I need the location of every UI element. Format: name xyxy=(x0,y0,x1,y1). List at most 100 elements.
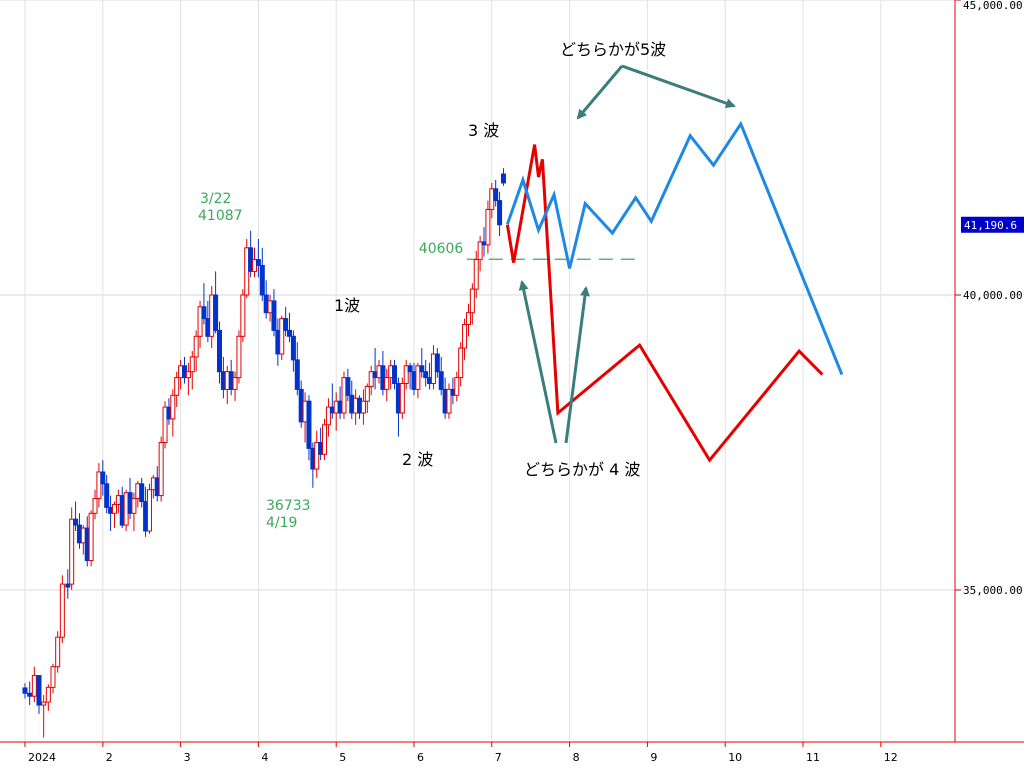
candle-body-8 xyxy=(59,583,65,638)
forecast-line-1 xyxy=(505,120,844,376)
candle-body-113 xyxy=(469,288,475,314)
x-tick-label-2: 3 xyxy=(184,751,191,764)
candle-body-64 xyxy=(279,318,285,355)
candle-body-111 xyxy=(462,324,468,349)
candle-body-68 xyxy=(294,359,300,390)
candle-body-40 xyxy=(185,371,191,379)
candle-body-17 xyxy=(96,471,102,500)
candle-body-9 xyxy=(65,583,71,588)
forecast-line-0 xyxy=(505,144,824,463)
x-tick-label-1: 2 xyxy=(106,751,113,764)
candle-body-121 xyxy=(500,173,506,184)
candle-body-47 xyxy=(213,294,219,331)
current-price-tag xyxy=(961,216,1024,233)
x-tick-label-4: 5 xyxy=(339,751,346,764)
x-tick-label-11: 12 xyxy=(884,751,898,764)
candle-body-54 xyxy=(240,294,246,337)
candle-body-95 xyxy=(399,383,405,414)
candle-body-119 xyxy=(493,188,499,202)
candle-body-62 xyxy=(271,300,277,331)
annotation-low_value: 36733 xyxy=(266,498,311,514)
candle-body-109 xyxy=(454,377,460,396)
candle-body-1 xyxy=(27,692,33,697)
candle-body-18 xyxy=(100,471,106,485)
annotation-peak_value: 41087 xyxy=(198,208,243,224)
x-tick-label-5: 6 xyxy=(417,751,424,764)
candle-body-110 xyxy=(458,347,464,379)
candle-body-105 xyxy=(438,371,444,390)
candle-body-114 xyxy=(473,259,479,290)
y-tick-label-1: 40,000.00 xyxy=(963,289,1023,302)
candle-body-6 xyxy=(50,666,56,688)
reference-label-0: 40606 xyxy=(419,241,464,257)
candle-body-100 xyxy=(419,365,425,373)
forecast-series xyxy=(505,120,844,463)
candle-body-107 xyxy=(446,388,452,414)
candle-body-53 xyxy=(236,335,242,379)
candle-body-91 xyxy=(384,377,390,390)
candle-body-71 xyxy=(306,400,312,449)
candle-body-117 xyxy=(485,208,491,246)
candle-body-85 xyxy=(360,400,366,414)
x-tick-label-9: 10 xyxy=(728,751,742,764)
candle-body-73 xyxy=(314,442,320,470)
candle-body-30 xyxy=(146,489,152,532)
candle-body-0 xyxy=(22,687,28,694)
candle-body-97 xyxy=(407,365,413,373)
candle-body-4 xyxy=(41,701,47,706)
annotation-wave2: 2 波 xyxy=(402,450,433,469)
candle-body-58 xyxy=(255,259,261,267)
candle-body-16 xyxy=(92,498,98,514)
candle-body-65 xyxy=(283,318,289,331)
candle-body-52 xyxy=(232,377,238,390)
annotation-low_date: 4/19 xyxy=(266,515,297,531)
candle-body-87 xyxy=(368,371,374,387)
annotation-wave3: 3 波 xyxy=(468,121,499,140)
candle-body-101 xyxy=(423,371,429,379)
candle-body-11 xyxy=(73,518,79,526)
current-price-label: 41,190.6 xyxy=(964,219,1017,232)
candle-body-44 xyxy=(201,306,207,320)
candle-body-3 xyxy=(36,675,42,706)
candle-body-37 xyxy=(174,377,180,396)
candle-body-96 xyxy=(403,365,409,384)
candle-body-59 xyxy=(259,265,265,296)
candle-body-81 xyxy=(345,377,351,396)
candle-body-120 xyxy=(497,200,503,226)
candles xyxy=(22,168,506,738)
candle-body-43 xyxy=(197,306,203,337)
candle-body-75 xyxy=(322,424,328,455)
candle-body-7 xyxy=(55,636,61,668)
reference-lines: 40606 xyxy=(419,241,636,260)
x-tick-label-10: 11 xyxy=(806,751,820,764)
annotation-arrow-2 xyxy=(518,280,558,444)
annotation-arrows xyxy=(518,64,736,444)
y-tick-label-2: 35,000.00 xyxy=(963,584,1023,597)
annotation-wave1: 1波 xyxy=(334,296,360,315)
annotation-wave4: どちらかが 4 波 xyxy=(524,460,640,479)
candle-body-86 xyxy=(364,385,370,402)
candle-body-21 xyxy=(111,503,117,514)
annotation-arrow-3 xyxy=(564,286,590,444)
candle-body-2 xyxy=(31,675,37,697)
x-tick-label-6: 7 xyxy=(495,751,502,764)
candle-body-104 xyxy=(434,353,440,373)
candle-body-99 xyxy=(415,365,421,390)
annotation-peak_date: 3/22 xyxy=(200,191,231,207)
annotation-wave5: どちらかが5波 xyxy=(560,40,666,59)
annotation-arrow-0 xyxy=(576,65,624,120)
candle-body-26 xyxy=(131,498,137,514)
x-tick-label-3: 4 xyxy=(261,751,268,764)
candle-body-10 xyxy=(69,518,75,585)
candle-body-76 xyxy=(325,406,331,426)
candle-body-36 xyxy=(170,394,176,420)
candle-body-48 xyxy=(217,329,222,373)
x-tick-label-7: 8 xyxy=(573,751,580,764)
candle-body-115 xyxy=(477,241,483,261)
candle-body-19 xyxy=(104,483,110,508)
candle-body-41 xyxy=(189,356,195,373)
